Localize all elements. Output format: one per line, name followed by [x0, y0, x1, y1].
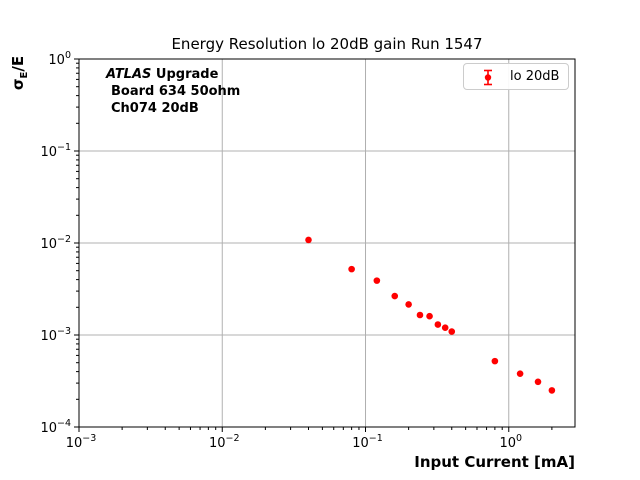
y-axis-label: σE/E	[8, 23, 30, 123]
data-point	[391, 292, 399, 300]
data-point	[516, 370, 524, 377]
y-tick-label: 100	[48, 50, 71, 68]
annotation-line-2: Board 634 50ohm	[111, 84, 241, 99]
y-tick-label: 10−4	[40, 418, 71, 436]
legend-entry-label: lo 20dB	[510, 69, 560, 84]
data-point	[434, 321, 442, 328]
y-tick-label: 10−2	[40, 234, 71, 252]
data-point	[305, 236, 312, 244]
x-tick-label: 10−3	[66, 433, 97, 451]
y-tick-label: 10−3	[40, 326, 71, 344]
data-point	[426, 312, 433, 320]
y-axis-label-rest: /E	[9, 55, 27, 72]
errorbar-marker-icon	[484, 69, 492, 86]
data-point	[441, 324, 449, 332]
annotation-block: ATLAS Upgrade Board 634 50ohm Ch074 20dB	[106, 66, 240, 117]
data-point	[448, 328, 456, 335]
x-tick-label: 10−1	[352, 433, 383, 451]
x-tick-label: 100	[499, 433, 522, 451]
data-point	[534, 378, 542, 386]
data-point	[491, 357, 499, 365]
y-tick-label: 10−1	[40, 142, 71, 160]
annotation-experiment-name: ATLAS	[106, 67, 152, 82]
annotation-upgrade: Upgrade	[151, 67, 219, 82]
x-tick-label: 10−2	[209, 433, 240, 451]
annotation-line-1: ATLAS Upgrade	[106, 66, 240, 83]
data-point	[405, 301, 412, 308]
legend-box: lo 20dB	[463, 63, 569, 90]
data-point	[416, 311, 424, 319]
y-axis-label-subscript: E	[19, 71, 30, 79]
chart-title: Energy Resolution lo 20dB gain Run 1547	[171, 35, 483, 53]
annotation-line-3: Ch074 20dB	[111, 101, 199, 116]
data-point	[348, 265, 355, 273]
y-axis-label-sigma: σ	[9, 78, 27, 91]
x-axis-label: Input Current [mA]	[414, 453, 575, 471]
data-point	[373, 277, 381, 284]
data-point	[548, 387, 556, 394]
